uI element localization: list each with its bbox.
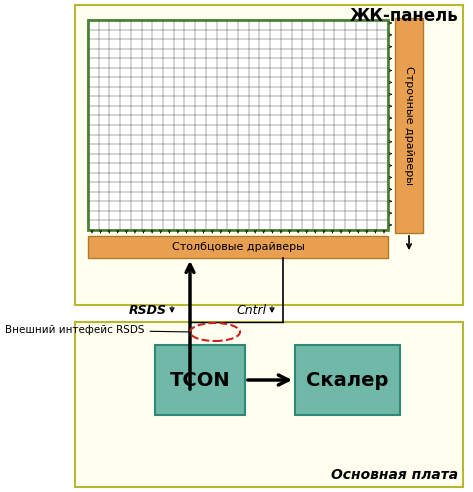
Text: Внешний интефейс RSDS: Внешний интефейс RSDS [5, 325, 190, 335]
Text: Строчные драйверы: Строчные драйверы [404, 66, 414, 185]
Bar [88, 20, 388, 230]
Bar [75, 5, 463, 305]
Bar [395, 18, 423, 233]
Text: ЖК-панель: ЖК-панель [349, 7, 458, 25]
Bar [155, 345, 245, 415]
Text: Скалер: Скалер [307, 370, 389, 390]
Text: RSDS: RSDS [129, 304, 167, 316]
Bar [295, 345, 400, 415]
Text: Столбцовые драйверы: Столбцовые драйверы [172, 242, 305, 252]
Text: TCON: TCON [170, 370, 230, 390]
Text: Основная плата: Основная плата [331, 468, 458, 482]
Bar [75, 322, 463, 487]
Bar [88, 236, 388, 258]
Text: Cntrl: Cntrl [237, 304, 267, 316]
